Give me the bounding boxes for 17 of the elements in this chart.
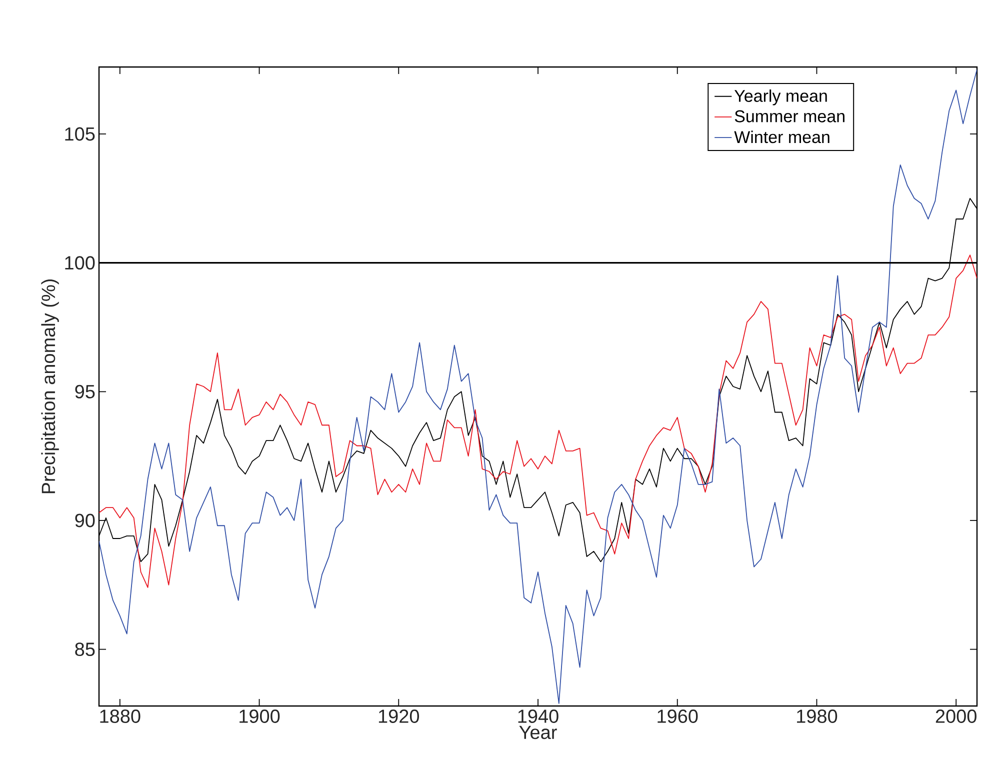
x-tick-label: 1980 [797,710,838,723]
x-tick-label: 1880 [100,710,140,723]
x-tick-label: 1960 [658,710,698,723]
legend-label: Winter mean [734,130,830,144]
x-tick-label: 1940 [518,710,558,723]
legend-label: Yearly mean [734,89,827,106]
y-axis-title: Precipitation anomaly (%) [41,279,59,494]
x-tick-label: 1920 [378,710,420,723]
x-tick-label: 2000 [936,710,976,723]
legend-label: Summer mean [734,110,844,122]
y-tick-label: 100 [65,256,95,270]
y-tick-label: 95 [75,384,95,398]
x-tick-label: 1900 [240,710,280,723]
y-tick-label: 90 [75,514,95,528]
y-tick-label: 85 [75,642,95,656]
x-axis-title: Year [519,726,557,740]
y-tick-label: 105 [65,127,95,141]
